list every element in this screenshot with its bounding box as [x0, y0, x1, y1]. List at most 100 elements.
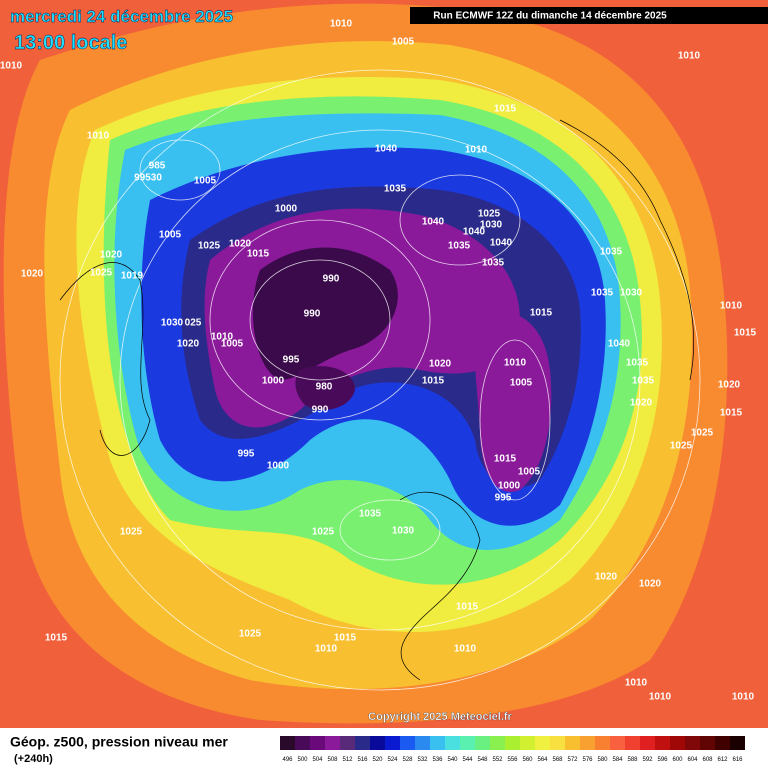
isobars — [59, 69, 701, 691]
colorbar-label: 544 — [462, 757, 473, 763]
isobar-label: 1015 — [422, 376, 445, 387]
isobar-label: 1010 — [465, 145, 488, 156]
isobar-label: 1015 — [494, 454, 517, 465]
colorbar-swatch — [670, 736, 685, 750]
isobar-label: 1010 — [504, 358, 527, 369]
copyright: Copyright 2025 Meteociel.fr — [368, 711, 512, 723]
colorbar-label: 608 — [702, 757, 713, 763]
colorbar-label: 580 — [597, 757, 608, 763]
colorbar-label: 572 — [567, 757, 578, 763]
colorbar-swatch — [310, 736, 325, 750]
isobar-label: 1010 — [720, 301, 743, 312]
footer-lead: (+240h) — [14, 753, 53, 765]
colorbar-swatch — [520, 736, 535, 750]
colorbar-swatch — [400, 736, 415, 750]
colorbar-swatch — [685, 736, 700, 750]
isobar-label: 1025 — [312, 527, 335, 538]
isobar-label: 1035 — [632, 376, 655, 387]
colorbar-label: 600 — [672, 757, 683, 763]
colorbar-label: 508 — [327, 757, 338, 763]
isobar-label: 1005 — [194, 176, 217, 187]
isobar-label: 1010 — [315, 644, 338, 655]
colorbar-label: 612 — [717, 757, 728, 763]
colorbar-label: 596 — [657, 757, 668, 763]
colorbar-label: 504 — [312, 757, 323, 763]
isobar-label: 1025 — [198, 241, 221, 252]
colorbar-swatch — [730, 736, 745, 750]
date-title: mercredi 24 décembre 2025 — [10, 7, 233, 26]
coastlines — [59, 119, 695, 681]
isobar-label: 1000 — [498, 481, 521, 492]
isobar-label: 1015 — [720, 408, 743, 419]
isobar-label: 1035 — [482, 258, 505, 269]
colorbar-label: 576 — [582, 757, 593, 763]
isobar-label: 1020 — [21, 269, 44, 280]
isobar-label: 1030 — [392, 526, 415, 537]
isobar-label: 99530 — [134, 173, 162, 184]
colorbar-label: 552 — [492, 757, 503, 763]
colorbar-swatch — [340, 736, 355, 750]
isobar-label: 1030 — [480, 220, 503, 231]
isobar-label: 980 — [316, 382, 333, 393]
isobar-label: 1005 — [392, 37, 415, 48]
isobar-label: 1020 — [177, 339, 200, 350]
isobar-label: 1015 — [247, 249, 270, 260]
isobar-label: 1020 — [718, 380, 741, 391]
isobar-label: 1040 — [463, 227, 486, 238]
colorbar-swatch — [415, 736, 430, 750]
isobar-label: 1005 — [221, 339, 244, 350]
isobar-label: 1005 — [518, 467, 541, 478]
isobar-label: 1010 — [625, 678, 648, 689]
isobar-label: 1015 — [456, 602, 479, 613]
isobar-label: 1030 — [620, 288, 643, 299]
colorbar-label: 516 — [357, 757, 368, 763]
colorbar-swatch — [370, 736, 385, 750]
isobar-label: 995 — [495, 493, 512, 504]
colorbar-swatch — [565, 736, 580, 750]
time-title: 13:00 locale — [14, 32, 127, 54]
isobar-label: 1020 — [229, 239, 252, 250]
isobar-label: 1015 — [494, 104, 517, 115]
isobar-label: 1020 — [639, 579, 662, 590]
colorbar-label: 500 — [297, 757, 308, 763]
isobar-label: 1040 — [375, 144, 398, 155]
colorbar-label: 520 — [372, 757, 383, 763]
isobar-label: 1010 — [330, 19, 353, 30]
colorbar-swatch — [715, 736, 730, 750]
isobar-label: 1020 — [595, 572, 618, 583]
colorbar-label: 556 — [507, 757, 518, 763]
isobar-label: 995 — [238, 449, 255, 460]
isobar-label: 1040 — [422, 217, 445, 228]
colorbar-label: 560 — [522, 757, 533, 763]
colorbar-swatch — [610, 736, 625, 750]
isobar-label: 1005 — [510, 378, 533, 389]
colorbar-label: 604 — [687, 757, 698, 763]
isobar-label: 1015 — [734, 328, 757, 339]
isobar-label: 1010 — [678, 51, 701, 62]
colorbar-label: 616 — [732, 757, 743, 763]
colorbar-label: 584 — [612, 757, 623, 763]
isobar-label: 1000 — [275, 204, 298, 215]
colorbar-swatch — [535, 736, 550, 750]
colorbar-swatch — [475, 736, 490, 750]
isobar-label: 1020 — [429, 359, 452, 370]
isobar-label: 1005 — [159, 230, 182, 241]
colorbar-swatch — [640, 736, 655, 750]
isobar-label: 1015 — [530, 308, 553, 319]
colorbar-label: 568 — [552, 757, 563, 763]
isobar-label: 995 — [283, 355, 300, 366]
isobar-label: 1010 — [454, 644, 477, 655]
isobar-label: 990 — [304, 309, 321, 320]
colorbar-label: 524 — [387, 757, 398, 763]
isobar-label: 1035 — [359, 509, 382, 520]
colorbar-swatch — [550, 736, 565, 750]
colorbar-label: 540 — [447, 757, 458, 763]
isobar-label: 1040 — [608, 339, 631, 350]
colorbar-swatch — [430, 736, 445, 750]
isobar-label: 1010 — [732, 692, 755, 703]
isobar-label: 1035 — [448, 241, 471, 252]
isobar-label: 1030 — [161, 318, 184, 329]
